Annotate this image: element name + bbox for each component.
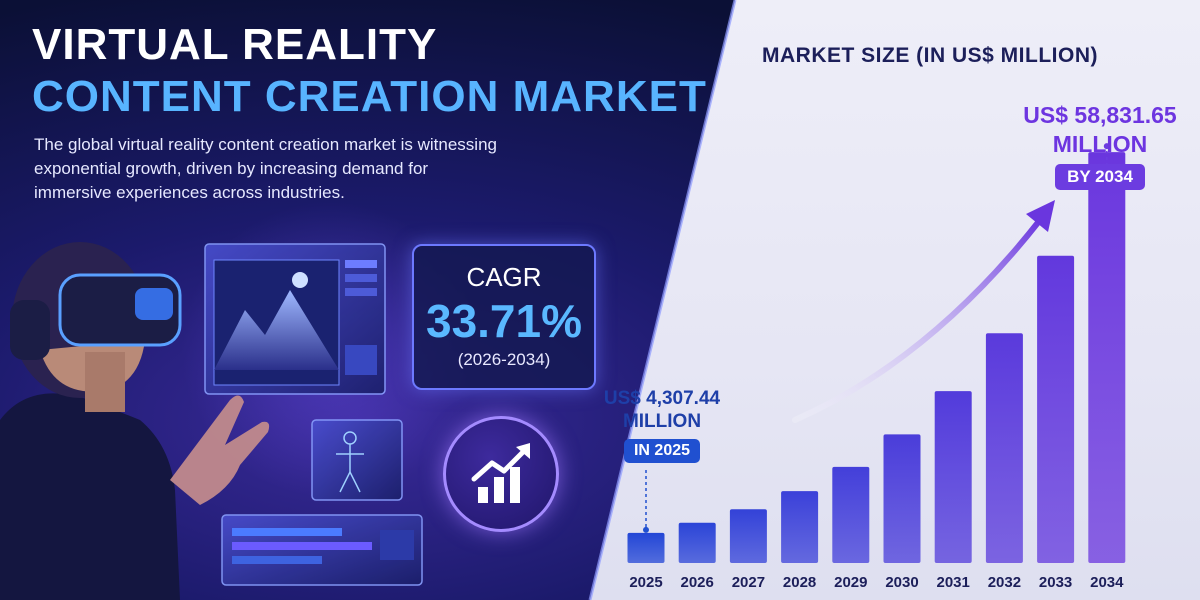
x-tick-label-2026: 2026 xyxy=(681,574,714,591)
start-unit: MILLION xyxy=(622,411,702,432)
end-year-badge: BY 2034 xyxy=(1055,164,1145,190)
start-value: US$ 4,307.44 xyxy=(603,388,721,409)
start-year-badge: IN 2025 xyxy=(623,439,701,463)
cagr-value: 33.71% xyxy=(425,295,582,347)
title-line-1: VIRTUAL REALITY xyxy=(32,20,438,69)
cagr-card: CAGR 33.71% (2026-2034) xyxy=(412,244,596,390)
end-unit: MILLION xyxy=(1052,131,1148,157)
x-tick-label-2027: 2027 xyxy=(732,574,765,591)
description-text: The global virtual reality content creat… xyxy=(34,135,497,202)
hand-gesture xyxy=(170,395,270,505)
market-size-bar-chart: 2025 2026 2027 2028 2029 2030 2031 2032 2033 2034 xyxy=(627,143,1126,591)
growth-chart-icon xyxy=(443,416,559,532)
x-tick-label-2031: 2031 xyxy=(937,574,970,591)
cagr-period: (2026-2034) xyxy=(457,350,551,369)
start-value-callout: US$ 4,307.44 MILLION IN 2025 xyxy=(592,388,732,463)
end-value-callout: US$ 58,831.65 MILLION BY 2034 xyxy=(1010,102,1190,190)
bar-2028 xyxy=(781,491,819,563)
x-tick-label-2032: 2032 xyxy=(988,574,1021,591)
end-value: US$ 58,831.65 xyxy=(1023,102,1177,128)
bar-2027 xyxy=(729,509,767,563)
bar-2033 xyxy=(1037,255,1075,563)
trend-arrow-icon xyxy=(792,200,1055,423)
bar-2029 xyxy=(832,466,870,563)
bar-2026 xyxy=(678,522,716,563)
x-tick-label-2028: 2028 xyxy=(783,574,816,591)
floating-timeline xyxy=(221,514,423,586)
bar-2034 xyxy=(1088,152,1126,563)
x-tick-label-2029: 2029 xyxy=(834,574,867,591)
x-tick-label-2033: 2033 xyxy=(1039,574,1072,591)
title-line-2: CONTENT CREATION MARKET xyxy=(32,72,707,121)
vr-user-illustration xyxy=(0,242,423,600)
bar-2025 xyxy=(627,532,665,563)
bar-2030 xyxy=(883,434,921,563)
x-tick-label-2030: 2030 xyxy=(885,574,918,591)
x-tick-label-2025: 2025 xyxy=(629,574,662,591)
bar-2032 xyxy=(985,333,1023,563)
cagr-label: CAGR xyxy=(466,262,542,292)
start-leader-line-dot xyxy=(643,526,649,533)
floating-screen-body xyxy=(311,419,403,501)
vr-headset-icon xyxy=(10,273,182,360)
chart-title: MARKET SIZE (IN US$ MILLION) xyxy=(762,44,1098,67)
end-leader-line-dot xyxy=(1103,143,1110,150)
bar-2031 xyxy=(934,391,972,563)
x-tick-label-2034: 2034 xyxy=(1090,574,1124,591)
floating-screen-main xyxy=(204,243,386,395)
